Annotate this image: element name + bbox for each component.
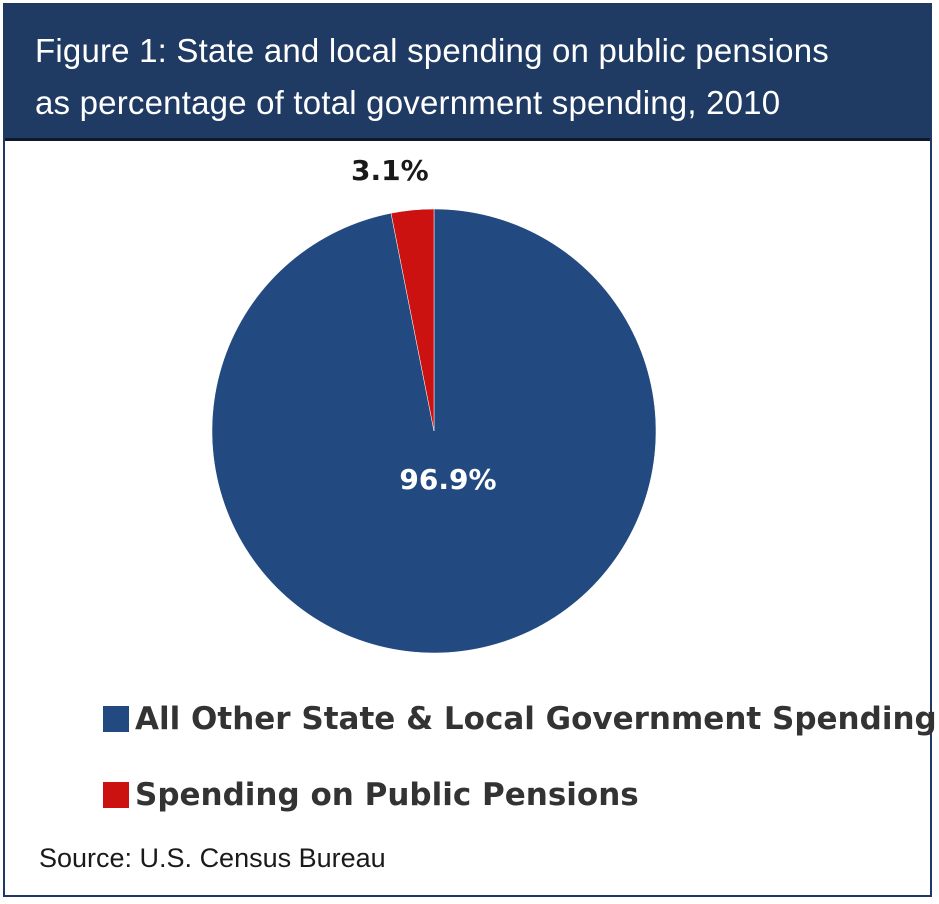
chart-title: Figure 1: State and local spending on pu… xyxy=(5,5,930,141)
legend-item-other: All Other State & Local Government Spend… xyxy=(103,699,937,739)
chart-title-line-2: as percentage of total government spendi… xyxy=(35,84,781,121)
pie-chart: 96.9% 3.1% xyxy=(211,154,657,654)
legend-label-pensions: Spending on Public Pensions xyxy=(135,777,639,813)
data-label-other: 96.9% xyxy=(399,463,496,496)
pie-slice-pensions xyxy=(390,208,435,432)
chart-title-line-1: Figure 1: State and local spending on pu… xyxy=(35,32,829,69)
legend-swatch-other xyxy=(103,706,129,732)
legend-item-pensions: Spending on Public Pensions xyxy=(103,775,913,815)
data-label-pensions: 3.1% xyxy=(351,154,429,187)
source-note: Source: U.S. Census Bureau xyxy=(39,843,386,873)
figure-frame: Figure 1: State and local spending on pu… xyxy=(3,3,937,897)
legend-swatch-pensions xyxy=(103,782,129,808)
legend-label-other: All Other State & Local Government Spend… xyxy=(135,701,937,737)
